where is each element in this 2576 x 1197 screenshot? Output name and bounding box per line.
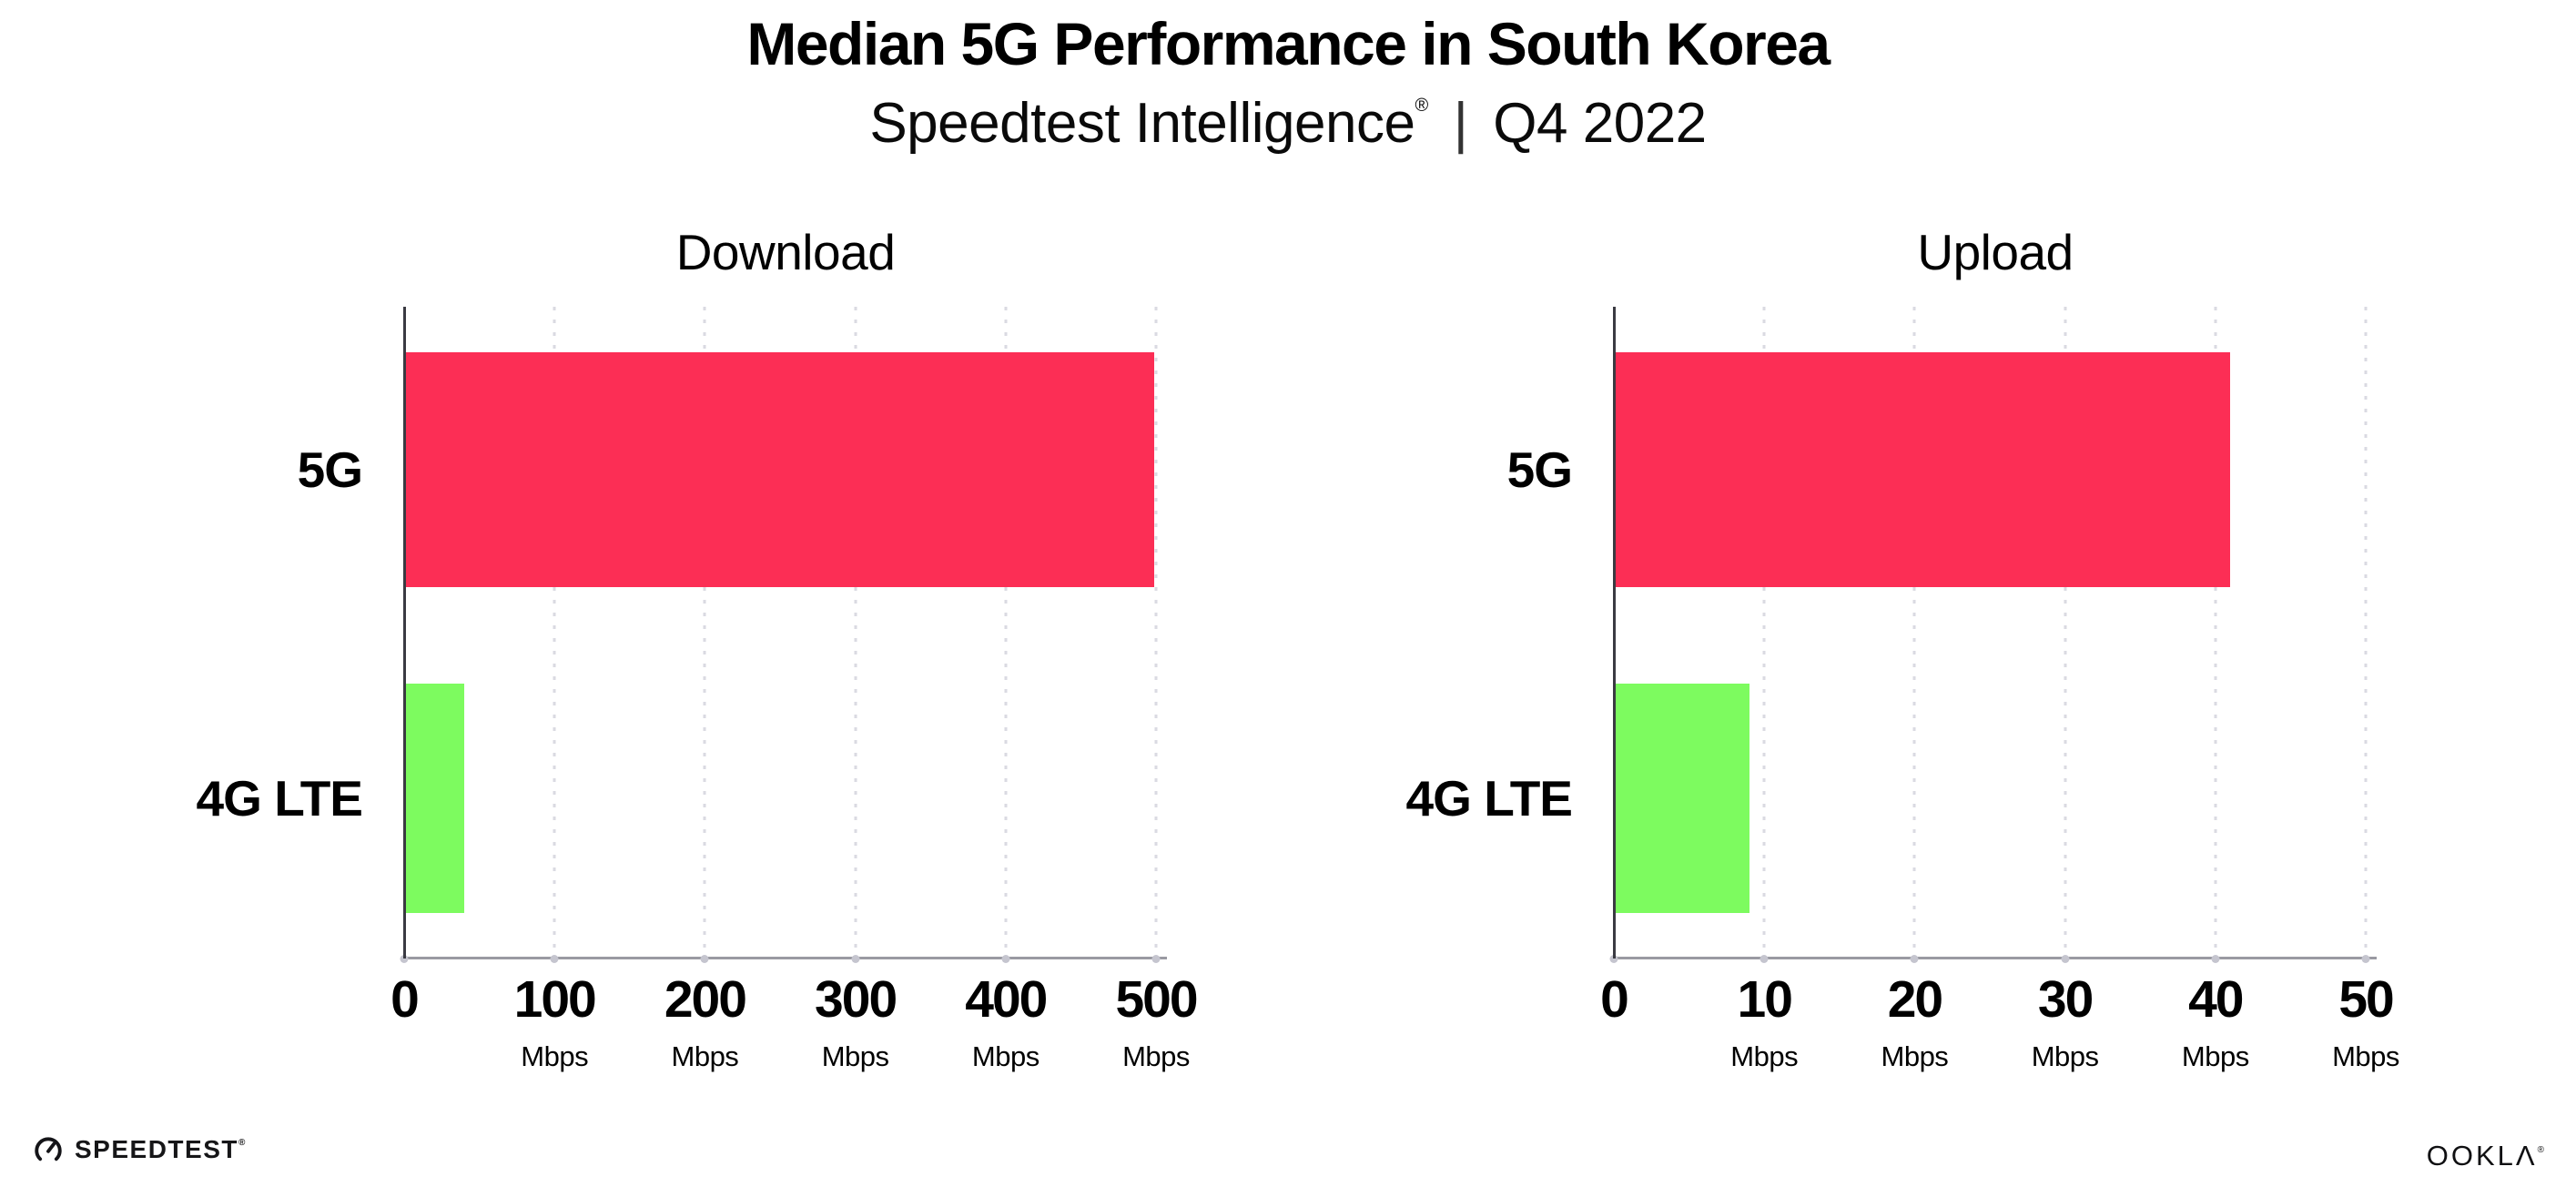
x-tick-unit-50: Mbps (2332, 1040, 2399, 1072)
4g-lte-bar (404, 684, 465, 913)
x-tick-unit-400: Mbps (971, 1040, 1040, 1072)
x-tick-label-10: 10 (1737, 970, 1793, 1029)
4g-lte-category-label: 4G LTE (1405, 770, 1573, 827)
y-axis-line (403, 307, 406, 959)
x-tick-unit-200: Mbps (671, 1040, 739, 1072)
upload-chart: Upload 0 10 Mbps 20 Mbps 30 Mbps 40 Mbps 50 Mbps 5G… (1406, 223, 2400, 1124)
ookla-wordmark-text: OOKLΛ (2426, 1140, 2538, 1172)
gridline-400 (1004, 307, 1008, 958)
axis-tick-dot-400 (1001, 955, 1010, 963)
x-tick-label-300: 300 (815, 970, 898, 1029)
axis-tick-dot-30 (2061, 955, 2070, 963)
4g-lte-bar (1614, 684, 1749, 913)
x-axis-line (1614, 957, 2377, 959)
axis-tick-dot-50 (2361, 955, 2370, 963)
x-tick-unit-20: Mbps (1881, 1040, 1949, 1072)
gridline-200 (703, 307, 706, 958)
x-tick-label-500: 500 (1115, 970, 1198, 1029)
x-tick-unit-30: Mbps (2031, 1040, 2099, 1072)
x-tick-unit-10: Mbps (1730, 1040, 1799, 1072)
speedtest-wordmark: SPEEDTEST® (75, 1135, 247, 1164)
gridline-500 (1154, 307, 1158, 958)
x-tick-unit-40: Mbps (2181, 1040, 2249, 1072)
subtitle-separator: | (1453, 92, 1468, 155)
gridline-300 (854, 307, 857, 958)
axis-tick-dot-0 (1609, 955, 1618, 963)
5g-bar (1614, 352, 2231, 587)
subtitle-period: Q4 2022 (1493, 92, 1707, 155)
gridline-50 (2364, 307, 2368, 958)
subtitle-brand: Speedtest Intelligence (869, 92, 1415, 155)
x-tick-label-0: 0 (1600, 970, 1629, 1029)
download-chart: Download 0 100 Mbps 200 Mbps 300 Mbps 400 Mbps 50… (197, 223, 1199, 1124)
x-axis-line (404, 957, 1167, 959)
axis-tick-dot-100 (550, 955, 559, 963)
5g-bar (404, 352, 1155, 587)
axis-tick-dot-0 (400, 955, 409, 963)
ookla-registered-mark: ® (2537, 1145, 2547, 1155)
gridline-40 (2214, 307, 2217, 958)
registered-trademark-icon: ® (1415, 96, 1428, 116)
x-tick-label-30: 30 (2037, 970, 2094, 1029)
download-chart-title: Download (675, 224, 896, 280)
x-tick-label-200: 200 (664, 970, 747, 1029)
axis-tick-dot-20 (1910, 955, 1919, 963)
y-axis-line (1613, 307, 1616, 959)
gridline-100 (553, 307, 556, 958)
5g-category-label: 5G (297, 441, 363, 498)
x-tick-label-0: 0 (390, 970, 420, 1029)
x-tick-label-40: 40 (2188, 970, 2244, 1029)
5g-category-label: 5G (1506, 441, 1573, 498)
axis-tick-dot-40 (2211, 955, 2220, 963)
x-tick-unit-100: Mbps (521, 1040, 589, 1072)
page-title: Median 5G Performance in South Korea (746, 10, 1831, 77)
x-tick-label-100: 100 (513, 970, 597, 1029)
speedtest-gauge-icon (35, 1137, 62, 1161)
x-tick-label-400: 400 (965, 970, 1048, 1029)
speedtest-registered-mark: ® (238, 1138, 247, 1148)
axis-tick-dot-200 (700, 955, 709, 963)
page-subtitle: Speedtest Intelligence® | Q4 2022 (0, 91, 2576, 156)
speedtest-logo: SPEEDTEST® (33, 1134, 247, 1165)
ookla-logo: OOKLΛ® (2427, 1140, 2547, 1172)
download-plot-area: 0 100 Mbps 200 Mbps 300 Mbps 400 Mbps 500 Mbps 5G 4G… (197, 307, 1199, 1072)
axis-tick-dot-10 (1760, 955, 1769, 963)
speedtest-wordmark-text: SPEEDTEST (75, 1135, 238, 1163)
x-tick-unit-300: Mbps (821, 1040, 889, 1072)
axis-tick-dot-300 (851, 955, 860, 963)
gridline-10 (1762, 307, 1766, 958)
x-tick-label-50: 50 (2338, 970, 2394, 1029)
upload-chart-title: Upload (1917, 224, 2074, 280)
x-tick-unit-500: Mbps (1122, 1040, 1190, 1072)
gridline-20 (1912, 307, 1916, 958)
axis-tick-dot-500 (1151, 955, 1161, 963)
gridline-30 (2064, 307, 2067, 958)
upload-plot-area: 0 10 Mbps 20 Mbps 30 Mbps 40 Mbps 50 Mbps 5G 4G LTE (1406, 307, 2399, 1072)
x-tick-label-20: 20 (1887, 970, 1943, 1029)
4g-lte-category-label: 4G LTE (196, 770, 363, 827)
